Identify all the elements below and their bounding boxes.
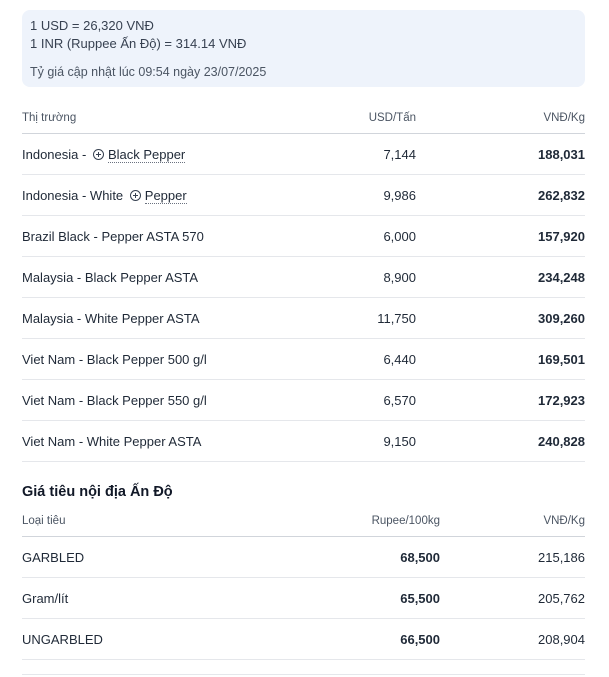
india-price-table: Loại tiêu Rupee/100kg VNĐ/Kg GARBLED 68,… (22, 506, 585, 660)
usd-value: 11,750 (302, 297, 416, 339)
usd-value: 7,144 (302, 133, 416, 175)
table-row: Malaysia - Black Pepper ASTA 8,900 234,2… (22, 256, 585, 298)
vnd-value: 208,904 (440, 618, 585, 660)
rate-updated-time: Tỷ giá cập nhật lúc 09:54 ngày 23/07/202… (30, 65, 267, 79)
usd-value: 6,570 (302, 379, 416, 421)
rupee-value: 65,500 (302, 577, 440, 619)
exchange-rate-box: 1 USD = 26,320 VNĐ 1 INR (Ruppee Ấn Độ) … (22, 10, 585, 87)
market-name: Viet Nam - Black Pepper 500 g/l (22, 338, 302, 380)
table-row: Malaysia - White Pepper ASTA 11,750 309,… (22, 297, 585, 339)
market-price-table: Thị trường USD/Tấn VNĐ/Kg Indonesia - Bl… (22, 103, 585, 462)
table-row: GARBLED 68,500 215,186 (22, 536, 585, 578)
table-row: Viet Nam - Black Pepper 500 g/l 6,440 16… (22, 338, 585, 380)
market-name: Viet Nam - White Pepper ASTA (22, 420, 302, 462)
vnd-value: 169,501 (416, 338, 585, 380)
table-row: Brazil Black - Pepper ASTA 570 6,000 157… (22, 215, 585, 257)
vnd-value: 234,248 (416, 256, 585, 298)
market-name: Brazil Black - Pepper ASTA 570 (22, 215, 302, 257)
inr-rate: 1 INR (Ruppee Ấn Độ) = 314.14 VNĐ (30, 36, 247, 51)
header-vnd-per-kg: VNĐ/Kg (416, 103, 585, 134)
market-name: Indonesia - Black Pepper (22, 133, 302, 175)
vnd-value: 215,186 (440, 536, 585, 578)
usd-value: 6,000 (302, 215, 416, 257)
market-name: Indonesia - White Pepper (22, 174, 302, 216)
pepper-type: UNGARBLED (22, 618, 302, 660)
table-row: Viet Nam - Black Pepper 550 g/l 6,570 17… (22, 379, 585, 421)
pepper-type: GARBLED (22, 536, 302, 578)
market-name: Malaysia - White Pepper ASTA (22, 297, 302, 339)
vnd-value: 240,828 (416, 420, 585, 462)
usd-value: 6,440 (302, 338, 416, 380)
pepper-type: Gram/lít (22, 577, 302, 619)
header-usd-per-ton: USD/Tấn (302, 103, 416, 134)
table-row: Indonesia - White Pepper 9,986 262,832 (22, 174, 585, 216)
vnd-value: 309,260 (416, 297, 585, 339)
india-section-title: Giá tiêu nội địa Ấn Độ (22, 484, 173, 500)
header-rupee-per-100kg: Rupee/100kg (302, 506, 440, 537)
usd-value: 8,900 (302, 256, 416, 298)
rupee-value: 66,500 (302, 618, 440, 660)
table-row: Indonesia - Black Pepper 7,144 188,031 (22, 133, 585, 175)
vnd-value: 205,762 (440, 577, 585, 619)
usd-value: 9,150 (302, 420, 416, 462)
usd-value: 9,986 (302, 174, 416, 216)
black-pepper-link[interactable]: Black Pepper (107, 146, 186, 163)
header-market: Thị trường (22, 103, 302, 134)
plus-circle-icon (92, 148, 104, 160)
usd-rate: 1 USD = 26,320 VNĐ (30, 18, 154, 33)
plus-circle-icon (129, 189, 141, 201)
vnd-value: 157,920 (416, 215, 585, 257)
table-row: UNGARBLED 66,500 208,904 (22, 618, 585, 660)
rupee-value: 68,500 (302, 536, 440, 578)
table-header-row: Loại tiêu Rupee/100kg VNĐ/Kg (22, 506, 585, 537)
vnd-value: 262,832 (416, 174, 585, 216)
header-pepper-type: Loại tiêu (22, 506, 302, 537)
table-row: Gram/lít 65,500 205,762 (22, 577, 585, 619)
header-vnd-per-kg: VNĐ/Kg (440, 506, 585, 537)
table-header-row: Thị trường USD/Tấn VNĐ/Kg (22, 103, 585, 134)
vnd-value: 188,031 (416, 133, 585, 175)
market-name: Viet Nam - Black Pepper 550 g/l (22, 379, 302, 421)
market-name: Malaysia - Black Pepper ASTA (22, 256, 302, 298)
table-row: Viet Nam - White Pepper ASTA 9,150 240,8… (22, 420, 585, 462)
pepper-link[interactable]: Pepper (144, 187, 187, 204)
vnd-value: 172,923 (416, 379, 585, 421)
divider (22, 674, 585, 675)
